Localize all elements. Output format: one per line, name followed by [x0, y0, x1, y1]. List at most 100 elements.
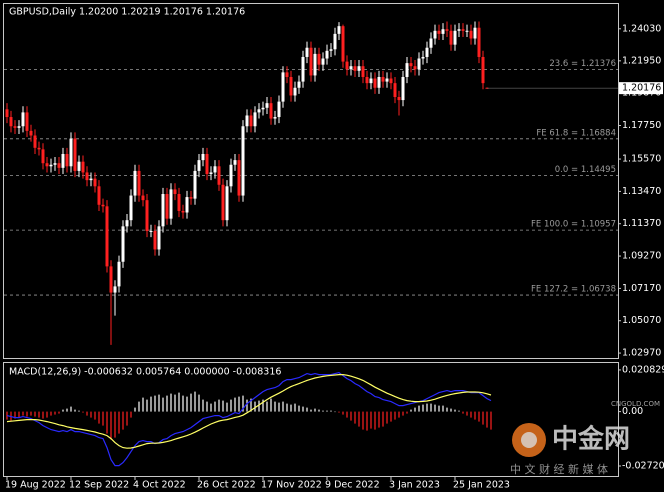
candle-body [121, 226, 125, 262]
candle-body [477, 27, 481, 57]
histogram-bar [190, 393, 192, 412]
histogram-bar [214, 401, 216, 412]
candle-body [309, 47, 313, 76]
candle-body [181, 210, 185, 213]
last-price-label: 1.20176 [622, 83, 661, 94]
histogram-bar [438, 405, 440, 412]
candle-body [481, 56, 485, 84]
y-tick-label: 1.24030 [622, 23, 661, 34]
histogram-bar [130, 411, 132, 418]
candle-body [445, 29, 449, 31]
histogram-bar [370, 411, 372, 429]
histogram-bar [426, 403, 428, 412]
macd-title: MACD(12,26,9) -0.000632 0.005764 0.00000… [9, 367, 281, 378]
x-tick-label: 25 Jan 2023 [453, 480, 510, 491]
candle-body [81, 161, 85, 173]
candle-body [109, 266, 113, 293]
histogram-bar [430, 403, 432, 412]
candle-body [433, 30, 437, 39]
histogram-bar [98, 411, 100, 424]
candle-body [269, 103, 273, 119]
candle-body [277, 101, 281, 118]
histogram-bar [286, 403, 288, 412]
histogram-bar [242, 395, 244, 412]
candle-body [453, 30, 457, 45]
histogram-bar [322, 410, 324, 412]
histogram-bar [398, 411, 400, 418]
histogram-bar [386, 411, 388, 424]
candle-body [265, 103, 269, 108]
candle-body [229, 164, 233, 187]
candle-body [273, 117, 277, 119]
y-tick-label: 1.09270 [622, 251, 661, 262]
histogram-bar [150, 396, 152, 412]
histogram-bar [342, 411, 344, 415]
candle-body [285, 72, 289, 77]
histogram-bar [346, 411, 348, 418]
histogram-bar [358, 411, 360, 427]
watermark-brand: 中金网 [552, 424, 630, 455]
candle-body [205, 153, 209, 174]
candle-body [289, 76, 293, 96]
histogram-bar [246, 399, 248, 412]
candle-body [457, 29, 461, 31]
histogram-bar [70, 406, 72, 412]
histogram-bar [106, 411, 108, 434]
candle-body [41, 149, 45, 164]
histogram-bar [38, 411, 40, 418]
histogram-bar [194, 391, 196, 412]
histogram-bar [390, 411, 392, 422]
candle-body [221, 184, 225, 221]
x-tick-label: 9 Dec 2022 [325, 480, 380, 491]
histogram-bar [134, 407, 136, 412]
histogram-bar [462, 411, 464, 414]
candle-body [377, 76, 381, 88]
candle-body [125, 220, 129, 227]
candle-body [389, 78, 393, 84]
histogram-bar [486, 411, 488, 428]
candle-body [241, 126, 245, 196]
histogram-bar [30, 411, 32, 416]
candle-body [185, 197, 189, 213]
histogram-bar [490, 411, 492, 430]
histogram-bar [482, 411, 484, 425]
candle-body [49, 164, 53, 167]
histogram-bar [206, 401, 208, 412]
y-tick-label: 1.15570 [622, 154, 661, 165]
candle-body [369, 78, 373, 84]
candle-body [381, 76, 385, 82]
candle-body [57, 163, 61, 168]
histogram-bar [122, 411, 124, 430]
candle-body [37, 147, 41, 150]
candle-body [53, 163, 57, 165]
histogram-bar [378, 411, 380, 428]
histogram-bar [234, 397, 236, 412]
histogram-bar [22, 411, 24, 416]
histogram-bar [374, 411, 376, 430]
histogram-bar [278, 402, 280, 412]
histogram-bar [182, 395, 184, 412]
candle-body [301, 56, 305, 82]
candle-body [245, 115, 249, 127]
candle-body [113, 286, 117, 293]
histogram-bar [274, 401, 276, 412]
x-tick-label: 12 Sep 2022 [69, 480, 129, 491]
candle-body [225, 186, 229, 221]
main-panel-frame [3, 3, 619, 359]
candle-body [281, 72, 285, 102]
histogram-bar [86, 411, 88, 416]
candle-body [149, 230, 153, 232]
y-tick-label: 0.020829 [622, 364, 664, 375]
histogram-bar [114, 411, 116, 438]
histogram-bar [326, 410, 328, 412]
histogram-bar [46, 411, 48, 418]
histogram-bar [458, 410, 460, 412]
histogram-bar [350, 411, 352, 421]
y-tick-label: 1.17750 [622, 120, 661, 131]
histogram-bar [470, 411, 472, 418]
candle-body [361, 66, 365, 77]
candle-body [17, 126, 21, 128]
watermark: 中金网 CNGOLD.COM 中 文 财 经 新 媒 体 [510, 400, 660, 476]
histogram-bar [162, 397, 164, 412]
